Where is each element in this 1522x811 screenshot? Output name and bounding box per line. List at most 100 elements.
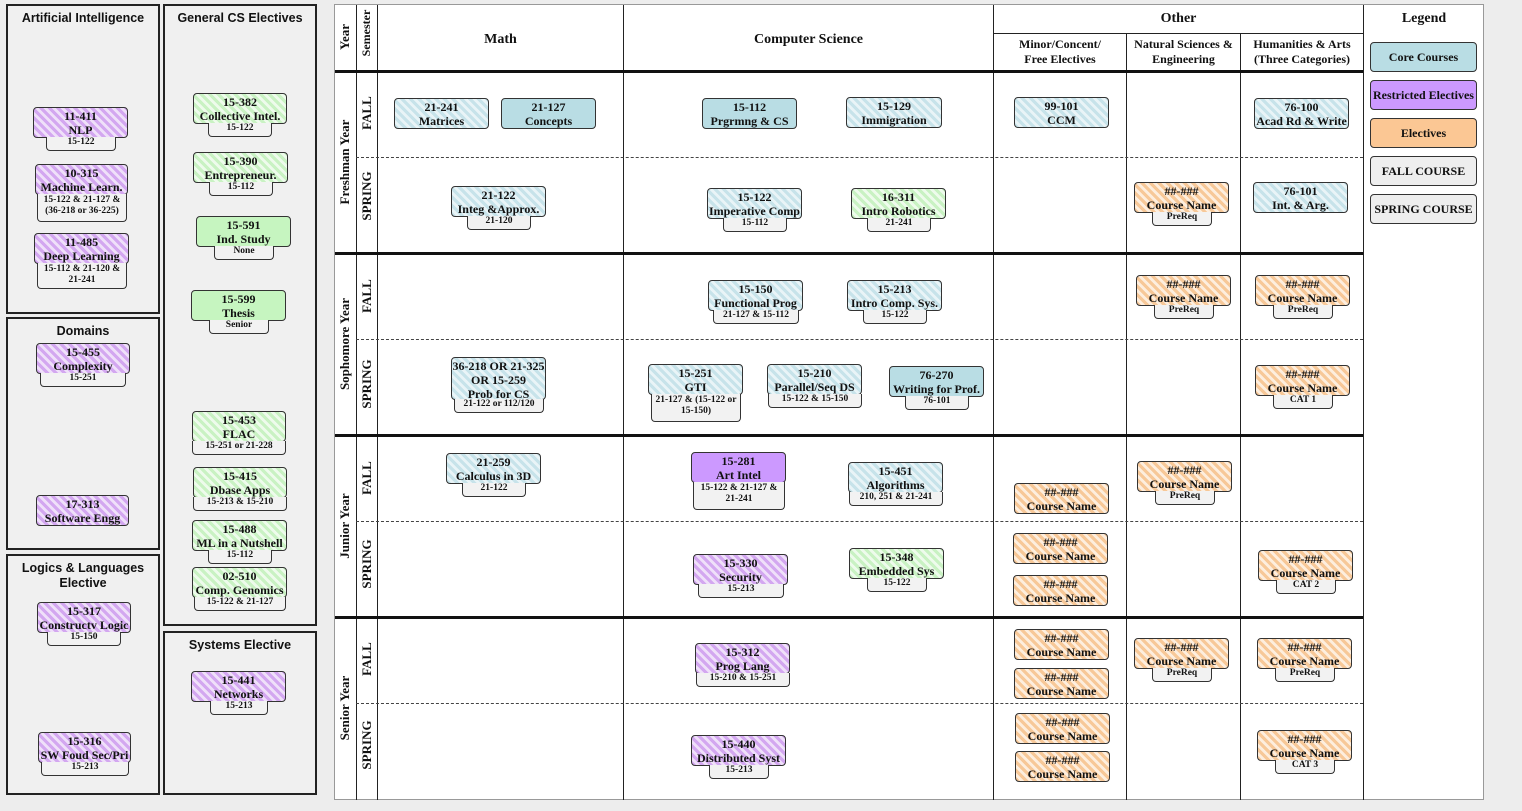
course-code: ##-### (1045, 753, 1080, 767)
legend-restricted: Restricted Electives (1370, 80, 1477, 110)
semester-label: FALL (359, 96, 374, 130)
course-box: ##-### Course Name (1013, 533, 1108, 564)
course-name: Course Name (1026, 645, 1097, 659)
systems-panel-title: Systems Elective (188, 638, 292, 652)
course-code: 15-112 (732, 100, 767, 114)
course-box: 76-101 Int. & Arg. (1253, 182, 1348, 213)
course-box: 15-281 Art Intel (691, 452, 786, 483)
course-prereq: None (214, 246, 274, 260)
course-code: ##-### (1288, 552, 1323, 566)
course-code: 16-311 (881, 190, 916, 204)
course-name: Software Engg (44, 511, 121, 525)
course-name: Art Intel (716, 468, 761, 482)
course-name: NLP (68, 123, 93, 137)
course-name: Embedded Sys (858, 564, 935, 578)
course-box: 15-451 Algorithms (848, 462, 943, 493)
course-box: 15-599 Thesis (191, 290, 286, 321)
course-code: 15-440 (721, 737, 756, 751)
course-name: Course Name (1025, 591, 1096, 605)
course-name: Imperative Comp (709, 204, 800, 218)
course-box: 21-127 Concepts (501, 98, 596, 129)
year-label: Freshman Year (337, 119, 352, 205)
math-header: Math (484, 32, 517, 47)
course-name: Immigration (861, 113, 927, 127)
course-name: Thesis (222, 306, 255, 320)
course-box: 36-218 OR 21-325 OR 15-259 Prob for CS (451, 357, 546, 401)
course-name: Course Name (1026, 684, 1097, 698)
course-name: Calculus in 3D (455, 469, 532, 483)
course-box: ##-### Course Name (1257, 730, 1352, 761)
course-box: 15-251 GTI (648, 364, 743, 395)
course-name: ML in a Nutshell (196, 536, 283, 550)
course-prereq: Senior (209, 320, 269, 334)
course-code: ##-### (1044, 670, 1079, 684)
course-code: 15-441 (221, 673, 256, 687)
course-prereq: 76-101 (905, 396, 969, 410)
course-prereq: 21-122 (462, 483, 526, 497)
course-name: Course Name (1027, 729, 1098, 743)
course-name: Int. & Arg. (1272, 198, 1329, 212)
course-name: Course Name (1026, 499, 1097, 513)
course-box: 15-415 Dbase Apps (193, 467, 287, 498)
course-name: Comp. Genomics (195, 583, 284, 597)
domains-panel-title: Domains (56, 324, 110, 338)
course-code: 15-382 (223, 95, 257, 109)
course-box: 21-122 Integ &Approx. (451, 186, 546, 217)
course-name: Algorithms (866, 478, 925, 492)
legend-electives: Electives (1370, 118, 1477, 148)
course-box: 17-313 Software Engg (36, 495, 129, 526)
course-box: 21-259 Calculus in 3D (446, 453, 541, 484)
course-box: 16-311 Intro Robotics (851, 188, 946, 219)
course-code: 15-348 (879, 550, 914, 564)
hum-header: Humanities & Arts (Three Categories) (1253, 37, 1351, 66)
year-label: Junior Year (337, 493, 352, 559)
course-prereq: 21-120 (467, 216, 531, 230)
general-panel-title: General CS Electives (177, 11, 303, 25)
course-name: Intro Comp. Sys. (850, 296, 939, 310)
course-prereq: PreReq (1152, 212, 1212, 226)
semester-label: SPRING (359, 359, 374, 409)
course-box: ##-### Course Name (1137, 461, 1232, 492)
course-name: Functional Prog (714, 296, 797, 310)
course-box: 15-316 SW Foud Sec/Pri (38, 732, 131, 763)
course-box: 15-312 Prog Lang (695, 643, 790, 674)
course-name: Dbase Apps (209, 483, 271, 497)
course-code: 02-510 (222, 569, 257, 583)
course-prereq: PreReq (1155, 491, 1215, 505)
course-code: 21-259 (476, 455, 511, 469)
course-prereq: 15-122 (208, 123, 272, 137)
course-prereq: 21-122 or 112/120 (454, 399, 544, 413)
year-label: Senior Year (337, 675, 352, 741)
course-box: ##-### Course Name (1014, 629, 1109, 660)
course-prereq: 15-122 & 15-150 (768, 394, 862, 408)
course-name: Integ &Approx. (457, 202, 540, 216)
course-prereq: 210, 251 & 21-241 (849, 492, 943, 506)
course-name: Course Name (1149, 477, 1220, 491)
course-name: Constructv Logic (39, 618, 129, 632)
course-prereq: 15-213 & 15-210 (193, 497, 287, 511)
course-prereq: 15-150 (47, 632, 121, 646)
course-code: 17-313 (65, 497, 100, 511)
course-code: 10-315 (64, 166, 99, 180)
course-name: Deep Learning (43, 249, 120, 263)
course-box: 15-441 Networks (191, 671, 286, 702)
semester-label: FALL (359, 642, 374, 676)
course-prereq: 15-112 & 21-120 & 21-241 (37, 263, 127, 289)
course-box: 15-150 Functional Prog (708, 280, 803, 311)
course-code: ##-### (1043, 577, 1078, 591)
course-prereq: 15-112 (209, 182, 273, 196)
course-name: GTI (684, 380, 707, 394)
course-name: Course Name (1269, 654, 1340, 668)
course-code: ##-### (1287, 640, 1322, 654)
cs-header: Computer Science (754, 32, 863, 47)
legend-spring: SPRING COURSE (1370, 194, 1477, 224)
course-prereq: 15-122 (863, 310, 927, 324)
course-prereq: 15-122 (867, 578, 927, 592)
course-box: ##-### Course Name (1014, 483, 1109, 514)
course-name: Ind. Study (216, 232, 271, 246)
course-prereq: 15-122 & 21-127 (194, 597, 286, 611)
course-code: 99-101 (1044, 99, 1079, 113)
course-box: 11-411 NLP (33, 107, 128, 138)
course-code: ##-### (1287, 732, 1322, 746)
legend-header: Legend (1401, 11, 1447, 26)
